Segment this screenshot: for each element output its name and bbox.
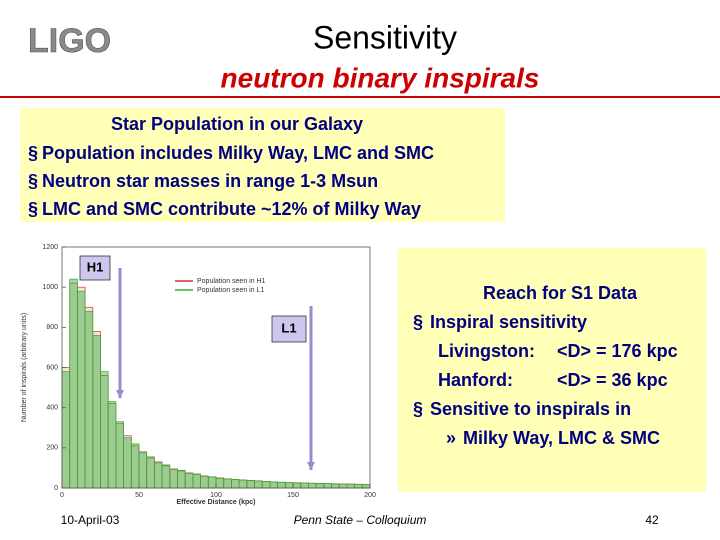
- histogram-bar: [346, 483, 355, 489]
- annotation-arrowhead: [307, 462, 315, 470]
- item-value: <D> = 36 kpc: [557, 370, 668, 390]
- histogram-bar: [277, 481, 286, 489]
- bullet: §: [28, 199, 38, 219]
- histogram-bar: [84, 310, 94, 489]
- histogram-bar: [238, 479, 248, 489]
- histogram-bar: [177, 469, 186, 489]
- bullet: §: [28, 171, 38, 191]
- histogram-bar: [284, 482, 294, 489]
- y-tick-label: 800: [46, 324, 58, 331]
- legend-label: Population seen in H1: [197, 278, 266, 285]
- histogram-bar: [361, 484, 371, 489]
- histogram-bar: [161, 464, 171, 489]
- histogram-bar: [292, 482, 302, 489]
- histogram-bar: [354, 484, 363, 489]
- histogram-bar: [200, 476, 209, 489]
- annotation-label: L1: [281, 320, 296, 335]
- logo: LIGO: [28, 22, 111, 60]
- footer-page: 42: [645, 513, 659, 527]
- histogram-bar: [338, 483, 348, 489]
- histogram-bar: [300, 482, 309, 489]
- annotation-label: H1: [87, 259, 104, 274]
- histogram-bar: [61, 371, 71, 489]
- histogram-bar: [246, 480, 255, 489]
- histogram-bar: [146, 456, 155, 489]
- item-label: Hanford:: [438, 370, 513, 390]
- histogram-bar: [207, 476, 217, 489]
- sub-bullet: »: [446, 428, 456, 448]
- x-tick-label: 0: [60, 492, 64, 499]
- histogram-bar: [77, 290, 86, 489]
- reach-box: [398, 248, 706, 492]
- annotation-box: [79, 255, 111, 281]
- histogram-bar: [130, 443, 140, 489]
- histogram-bar: [192, 473, 201, 489]
- bullet: §: [413, 399, 423, 419]
- histogram-bar: [184, 473, 194, 489]
- histogram-bar: [308, 483, 317, 489]
- annotation-box: [271, 315, 307, 343]
- x-tick-label: 100: [210, 492, 222, 499]
- histogram-bar: [269, 481, 278, 489]
- title: Sensitivity: [313, 19, 457, 55]
- y-tick-label: 0: [54, 485, 58, 492]
- box-heading: Star Population in our Galaxy: [111, 114, 363, 134]
- y-axis-label: Number of inspirals (arbitrary units): [21, 313, 28, 422]
- legend-label: Population seen in L1: [197, 287, 264, 294]
- histogram-bar: [315, 483, 325, 489]
- histogram-bar: [69, 278, 78, 489]
- histogram-bar: [231, 479, 240, 489]
- x-tick-label: 150: [287, 492, 299, 499]
- subtitle: neutron binary inspirals: [221, 62, 540, 93]
- histogram-bar: [115, 421, 124, 489]
- bullet-text: Population includes Milky Way, LMC and S…: [42, 143, 434, 163]
- galaxy-box: [20, 108, 505, 222]
- bullet: §: [28, 143, 38, 163]
- histogram-bar: [92, 335, 101, 489]
- histogram-bar: [169, 469, 178, 489]
- y-tick-label: 600: [46, 364, 58, 371]
- histogram-bar: [215, 478, 225, 489]
- bullet: §: [413, 312, 423, 332]
- x-axis-label: Effective Distance (kpc): [177, 499, 256, 506]
- bullet-text: Sensitive to inspirals in: [430, 399, 631, 419]
- bullet-text: Milky Way, LMC & SMC: [463, 428, 660, 448]
- bullet-text: LMC and SMC contribute ~12% of Milky Way: [42, 199, 421, 219]
- x-tick-label: 200: [364, 492, 376, 499]
- histogram-bar: [323, 483, 332, 489]
- box-heading: Reach for S1 Data: [483, 283, 638, 303]
- item-label: Livingston:: [438, 341, 535, 361]
- y-tick-label: 200: [46, 445, 58, 452]
- chart-panel: [15, 238, 393, 496]
- histogram-bar: [107, 401, 117, 489]
- bullet-text: Inspiral sensitivity: [430, 312, 587, 332]
- histogram-bar: [223, 478, 232, 489]
- bullet-text: Neutron star masses in range 1-3 Msun: [42, 171, 378, 191]
- annotation-arrowhead: [116, 390, 124, 398]
- histogram-bar: [261, 481, 271, 489]
- footer-date: 10-April-03: [61, 513, 120, 527]
- y-tick-label: 1200: [42, 244, 58, 251]
- histogram-bar: [154, 462, 163, 489]
- x-tick-label: 50: [135, 492, 143, 499]
- footer-venue: Penn State – Colloquium: [294, 513, 427, 527]
- histogram-bar: [138, 452, 148, 489]
- histogram-bar: [254, 480, 263, 489]
- item-value: <D> = 176 kpc: [557, 341, 678, 361]
- histogram-bar: [100, 371, 109, 489]
- histogram-bar: [123, 437, 132, 489]
- histogram-bar: [331, 483, 340, 489]
- y-tick-label: 1000: [42, 284, 58, 291]
- y-tick-label: 400: [46, 405, 58, 412]
